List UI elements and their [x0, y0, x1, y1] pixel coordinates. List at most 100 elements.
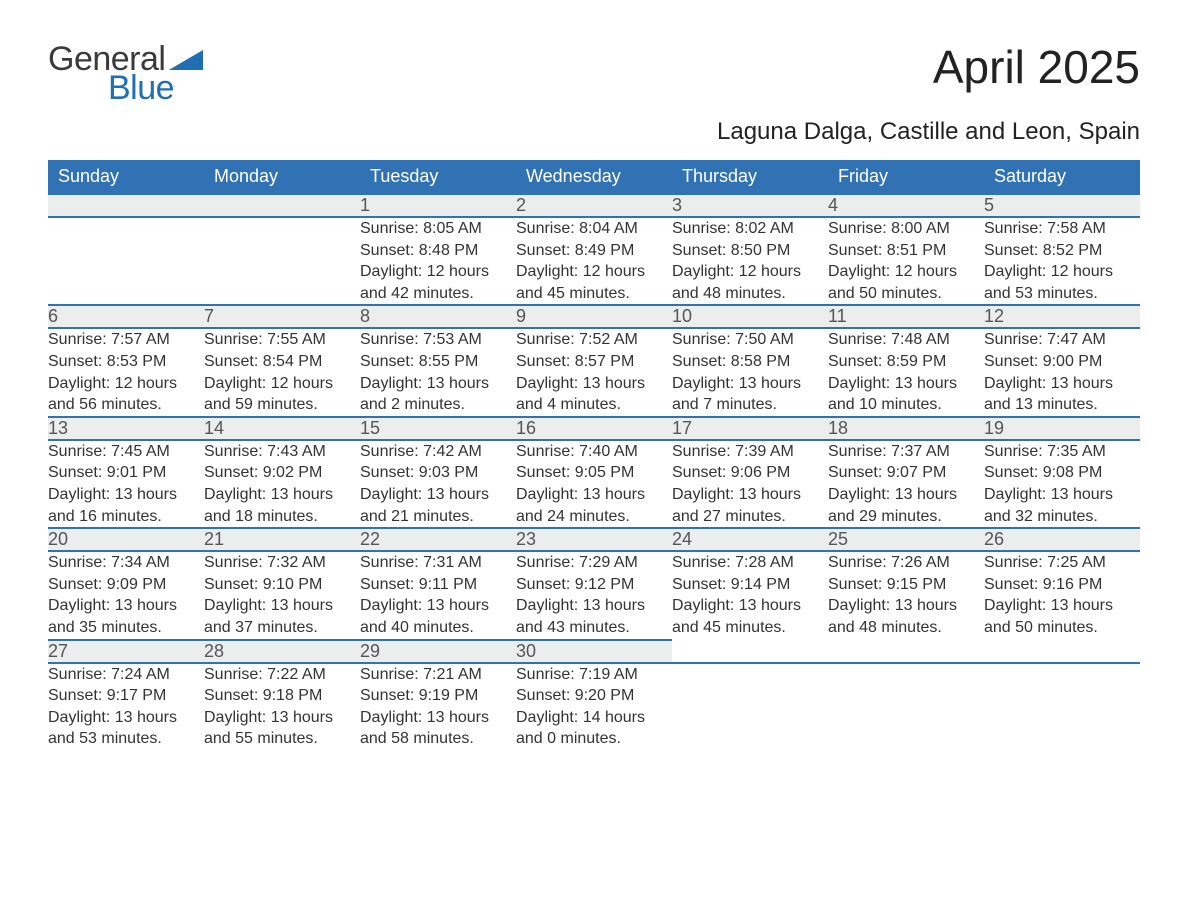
day-cell: Sunrise: 7:19 AMSunset: 9:20 PMDaylight:… [516, 663, 672, 750]
sunset-text: Sunset: 8:48 PM [360, 240, 516, 262]
day-number: 9 [516, 305, 672, 328]
sunset-text: Sunset: 9:20 PM [516, 685, 672, 707]
weekday-header: Saturday [984, 160, 1140, 194]
sunset-text: Sunset: 8:55 PM [360, 351, 516, 373]
daylight-text: Daylight: 13 hours and 50 minutes. [984, 595, 1140, 638]
daylight-text: Daylight: 13 hours and 32 minutes. [984, 484, 1140, 527]
day-number: 10 [672, 305, 828, 328]
sunrise-text: Sunrise: 7:25 AM [984, 552, 1140, 574]
day-number: 8 [360, 305, 516, 328]
daylight-text: Daylight: 13 hours and 16 minutes. [48, 484, 204, 527]
day-number: 19 [984, 417, 1140, 440]
day-cell: Sunrise: 7:47 AMSunset: 9:00 PMDaylight:… [984, 328, 1140, 416]
sunrise-text: Sunrise: 7:40 AM [516, 441, 672, 463]
daylight-text: Daylight: 13 hours and 55 minutes. [204, 707, 360, 750]
sunset-text: Sunset: 8:50 PM [672, 240, 828, 262]
sunset-text: Sunset: 9:15 PM [828, 574, 984, 596]
day-number: 27 [48, 640, 204, 663]
sunrise-text: Sunrise: 8:00 AM [828, 218, 984, 240]
day-number: 21 [204, 528, 360, 551]
daylight-text: Daylight: 13 hours and 18 minutes. [204, 484, 360, 527]
sunset-text: Sunset: 9:02 PM [204, 462, 360, 484]
day-cell: Sunrise: 7:52 AMSunset: 8:57 PMDaylight:… [516, 328, 672, 416]
sunrise-text: Sunrise: 7:43 AM [204, 441, 360, 463]
daylight-text: Daylight: 13 hours and 2 minutes. [360, 373, 516, 416]
day-cell: Sunrise: 7:34 AMSunset: 9:09 PMDaylight:… [48, 551, 204, 639]
sunset-text: Sunset: 9:12 PM [516, 574, 672, 596]
day-number: 5 [984, 194, 1140, 217]
daylight-text: Daylight: 13 hours and 58 minutes. [360, 707, 516, 750]
day-number: 29 [360, 640, 516, 663]
day-blank [828, 640, 984, 663]
sunset-text: Sunset: 9:09 PM [48, 574, 204, 596]
sunset-text: Sunset: 9:11 PM [360, 574, 516, 596]
daylight-text: Daylight: 13 hours and 40 minutes. [360, 595, 516, 638]
sunset-text: Sunset: 8:52 PM [984, 240, 1140, 262]
day-blank [984, 640, 1140, 663]
day-number: 17 [672, 417, 828, 440]
page-header: General Blue April 2025 [48, 40, 1140, 108]
daylight-text: Daylight: 13 hours and 27 minutes. [672, 484, 828, 527]
sunrise-text: Sunrise: 7:19 AM [516, 664, 672, 686]
sunset-text: Sunset: 9:19 PM [360, 685, 516, 707]
day-cell: Sunrise: 8:04 AMSunset: 8:49 PMDaylight:… [516, 217, 672, 305]
sunrise-text: Sunrise: 7:57 AM [48, 329, 204, 351]
day-blank [828, 663, 984, 750]
sunrise-text: Sunrise: 8:05 AM [360, 218, 516, 240]
sunset-text: Sunset: 9:18 PM [204, 685, 360, 707]
day-cell: Sunrise: 7:50 AMSunset: 8:58 PMDaylight:… [672, 328, 828, 416]
sunset-text: Sunset: 9:14 PM [672, 574, 828, 596]
sunrise-text: Sunrise: 7:45 AM [48, 441, 204, 463]
weekday-header: Monday [204, 160, 360, 194]
sunrise-text: Sunrise: 7:39 AM [672, 441, 828, 463]
day-cell: Sunrise: 8:05 AMSunset: 8:48 PMDaylight:… [360, 217, 516, 305]
sunrise-text: Sunrise: 7:55 AM [204, 329, 360, 351]
day-number: 3 [672, 194, 828, 217]
daylight-text: Daylight: 13 hours and 7 minutes. [672, 373, 828, 416]
sunrise-text: Sunrise: 7:47 AM [984, 329, 1140, 351]
day-blank [672, 663, 828, 750]
day-cell: Sunrise: 7:31 AMSunset: 9:11 PMDaylight:… [360, 551, 516, 639]
day-cell: Sunrise: 7:21 AMSunset: 9:19 PMDaylight:… [360, 663, 516, 750]
daylight-text: Daylight: 12 hours and 42 minutes. [360, 261, 516, 304]
day-number: 15 [360, 417, 516, 440]
weekday-header: Tuesday [360, 160, 516, 194]
daylight-text: Daylight: 13 hours and 45 minutes. [672, 595, 828, 638]
sunrise-text: Sunrise: 7:24 AM [48, 664, 204, 686]
daylight-text: Daylight: 13 hours and 53 minutes. [48, 707, 204, 750]
sunset-text: Sunset: 8:57 PM [516, 351, 672, 373]
sunset-text: Sunset: 9:08 PM [984, 462, 1140, 484]
daylight-text: Daylight: 14 hours and 0 minutes. [516, 707, 672, 750]
daylight-text: Daylight: 13 hours and 24 minutes. [516, 484, 672, 527]
sunset-text: Sunset: 9:07 PM [828, 462, 984, 484]
day-cell: Sunrise: 7:32 AMSunset: 9:10 PMDaylight:… [204, 551, 360, 639]
month-title: April 2025 [933, 40, 1140, 94]
day-cell: Sunrise: 7:53 AMSunset: 8:55 PMDaylight:… [360, 328, 516, 416]
sunset-text: Sunset: 9:05 PM [516, 462, 672, 484]
sunrise-text: Sunrise: 7:31 AM [360, 552, 516, 574]
day-number: 18 [828, 417, 984, 440]
sunset-text: Sunset: 9:10 PM [204, 574, 360, 596]
day-cell: Sunrise: 7:42 AMSunset: 9:03 PMDaylight:… [360, 440, 516, 528]
sunrise-text: Sunrise: 7:58 AM [984, 218, 1140, 240]
day-number: 12 [984, 305, 1140, 328]
day-number: 7 [204, 305, 360, 328]
daylight-text: Daylight: 13 hours and 13 minutes. [984, 373, 1140, 416]
sunrise-text: Sunrise: 7:21 AM [360, 664, 516, 686]
day-blank [204, 217, 360, 305]
daylight-text: Daylight: 13 hours and 21 minutes. [360, 484, 516, 527]
sunrise-text: Sunrise: 7:22 AM [204, 664, 360, 686]
sunset-text: Sunset: 8:54 PM [204, 351, 360, 373]
day-cell: Sunrise: 7:29 AMSunset: 9:12 PMDaylight:… [516, 551, 672, 639]
day-cell: Sunrise: 7:48 AMSunset: 8:59 PMDaylight:… [828, 328, 984, 416]
sunset-text: Sunset: 8:59 PM [828, 351, 984, 373]
sunrise-text: Sunrise: 7:50 AM [672, 329, 828, 351]
sunset-text: Sunset: 8:51 PM [828, 240, 984, 262]
day-cell: Sunrise: 7:25 AMSunset: 9:16 PMDaylight:… [984, 551, 1140, 639]
sunrise-text: Sunrise: 7:28 AM [672, 552, 828, 574]
sunrise-text: Sunrise: 7:29 AM [516, 552, 672, 574]
day-blank [984, 663, 1140, 750]
sunset-text: Sunset: 8:58 PM [672, 351, 828, 373]
day-cell: Sunrise: 7:26 AMSunset: 9:15 PMDaylight:… [828, 551, 984, 639]
day-cell: Sunrise: 7:55 AMSunset: 8:54 PMDaylight:… [204, 328, 360, 416]
